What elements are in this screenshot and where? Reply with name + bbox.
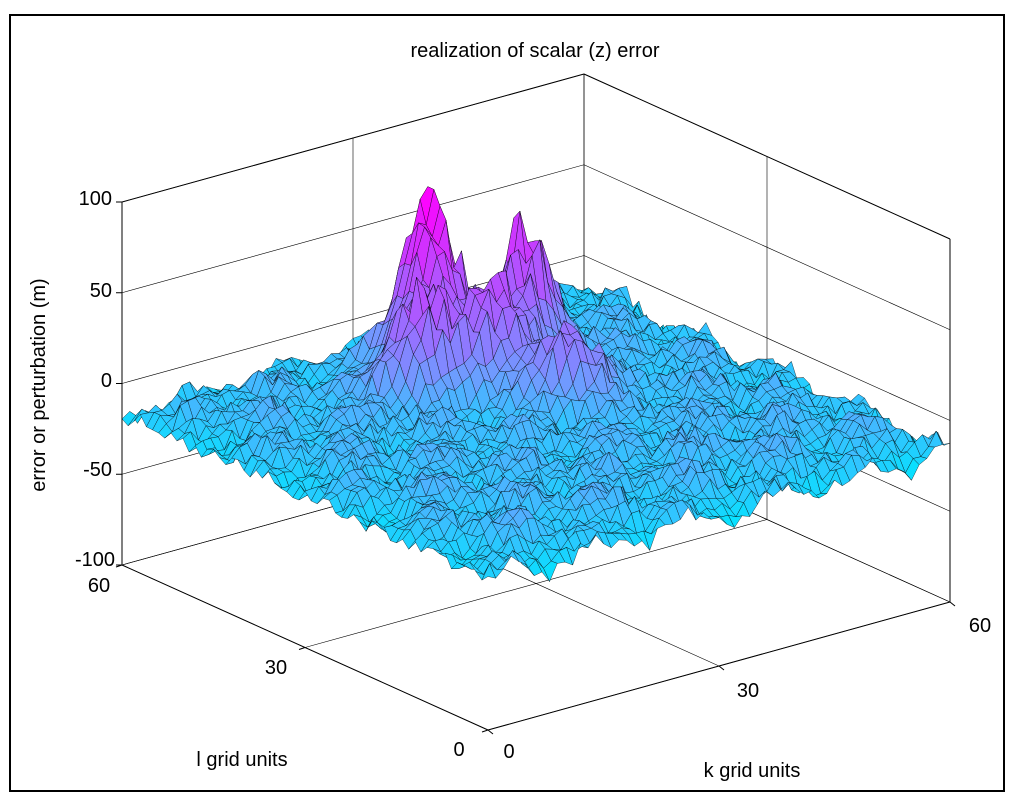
surface-mesh [121,186,951,583]
z-axis-label: error or perturbation (m) [28,278,50,491]
axis-line [487,729,494,735]
k-tick-label: 0 [503,741,514,763]
chart-title: realization of scalar (z) error [411,40,660,62]
grid-line [583,164,951,331]
l-axis-label: l grid units [196,749,287,771]
grid-line [121,164,585,294]
axis-line [121,73,585,203]
z-tick-label: -50 [83,459,112,481]
grid-line [304,519,768,648]
k-axis-label: k grid units [704,760,801,782]
z-tick-label: 100 [79,188,112,210]
axis-ticks [115,201,956,735]
axis-line [718,665,725,671]
l-tick-label: 0 [453,739,464,761]
l-tick-label: 60 [88,575,110,597]
k-tick-label: 60 [969,615,991,637]
z-tick-label: 50 [90,280,112,302]
surface-cell [481,563,496,581]
axis-line [298,647,306,650]
l-tick-label: 30 [265,657,287,679]
z-tick-label: -100 [75,549,115,571]
k-tick-label: 30 [737,680,759,702]
grid-line [583,255,951,421]
axis-line [481,729,489,733]
z-tick-label: 0 [101,370,112,392]
axes-box-front [121,564,951,731]
axis-line [583,73,951,240]
axis-line [949,601,956,607]
